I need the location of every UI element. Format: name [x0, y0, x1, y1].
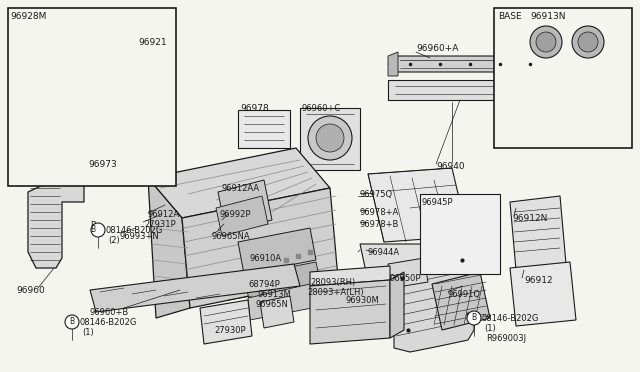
Text: 27931P: 27931P	[144, 220, 175, 229]
Text: 96913M: 96913M	[258, 290, 292, 299]
Text: 96912AA: 96912AA	[222, 184, 260, 193]
Polygon shape	[388, 258, 428, 288]
Polygon shape	[90, 264, 300, 312]
Polygon shape	[16, 48, 24, 148]
Polygon shape	[508, 118, 560, 132]
Text: B: B	[90, 221, 96, 230]
Polygon shape	[80, 20, 168, 62]
Text: 96978+A: 96978+A	[360, 208, 399, 217]
Polygon shape	[310, 280, 390, 344]
Bar	[420, 194, 500, 274]
Text: 68794P: 68794P	[248, 280, 280, 289]
Polygon shape	[200, 300, 252, 344]
Polygon shape	[90, 26, 160, 56]
Text: 08146-B202G: 08146-B202G	[80, 318, 138, 327]
Polygon shape	[368, 168, 468, 242]
Polygon shape	[504, 20, 620, 60]
Polygon shape	[360, 244, 466, 272]
Bar	[8, 8, 176, 186]
Polygon shape	[504, 60, 620, 132]
Text: 96950P: 96950P	[390, 274, 422, 283]
Text: 08146-B202G: 08146-B202G	[106, 226, 163, 235]
Text: B: B	[69, 317, 75, 327]
Polygon shape	[390, 272, 404, 338]
Polygon shape	[182, 188, 338, 308]
Text: B: B	[90, 225, 95, 234]
Text: 96965N: 96965N	[256, 300, 289, 309]
Text: 96910A: 96910A	[250, 254, 282, 263]
Polygon shape	[16, 20, 88, 86]
Polygon shape	[428, 202, 492, 268]
Text: 96978: 96978	[240, 104, 269, 113]
Polygon shape	[28, 178, 84, 268]
Circle shape	[308, 116, 352, 160]
Polygon shape	[388, 80, 556, 100]
Polygon shape	[248, 284, 312, 320]
Text: 08146-B202G: 08146-B202G	[482, 314, 540, 323]
Polygon shape	[432, 272, 490, 330]
Circle shape	[572, 26, 604, 58]
Circle shape	[578, 32, 598, 52]
Text: B: B	[472, 314, 477, 323]
Polygon shape	[218, 180, 272, 232]
Text: 96973: 96973	[88, 160, 116, 169]
Text: 96912A: 96912A	[148, 210, 180, 219]
Polygon shape	[216, 196, 268, 236]
Text: 96944A: 96944A	[368, 248, 400, 257]
Text: 27930P: 27930P	[214, 326, 246, 335]
Text: 96960+B: 96960+B	[90, 308, 129, 317]
Bar	[494, 8, 632, 148]
Text: (2): (2)	[108, 236, 120, 245]
Polygon shape	[148, 178, 190, 318]
Text: 96978+B: 96978+B	[360, 220, 399, 229]
Text: (1): (1)	[484, 324, 496, 333]
Text: BASE: BASE	[498, 12, 522, 21]
Circle shape	[65, 315, 79, 329]
Text: 96928M: 96928M	[10, 12, 46, 21]
Text: 96993+N: 96993+N	[120, 232, 160, 241]
Text: (1): (1)	[82, 328, 93, 337]
Polygon shape	[238, 228, 316, 274]
Polygon shape	[238, 110, 290, 148]
Circle shape	[536, 32, 556, 52]
Text: 96991Q: 96991Q	[448, 290, 481, 299]
Polygon shape	[244, 262, 322, 304]
Polygon shape	[510, 262, 576, 326]
Text: 96992P: 96992P	[220, 210, 252, 219]
Circle shape	[530, 26, 562, 58]
Circle shape	[467, 311, 481, 325]
Polygon shape	[510, 196, 566, 270]
Polygon shape	[388, 52, 398, 76]
Polygon shape	[148, 148, 330, 218]
Polygon shape	[300, 108, 360, 170]
Polygon shape	[556, 52, 566, 76]
Circle shape	[91, 223, 105, 237]
Polygon shape	[30, 136, 140, 172]
Text: 96945P: 96945P	[422, 198, 454, 207]
Text: 96912N: 96912N	[512, 214, 547, 223]
Text: 96940: 96940	[436, 162, 465, 171]
Text: 96960+C: 96960+C	[302, 104, 341, 113]
Circle shape	[316, 124, 344, 152]
Text: 96975Q: 96975Q	[360, 190, 393, 199]
Polygon shape	[512, 26, 612, 56]
Polygon shape	[10, 52, 20, 82]
Text: 28093(RH): 28093(RH)	[310, 278, 355, 287]
Polygon shape	[394, 250, 474, 352]
Text: 96960: 96960	[16, 286, 45, 295]
Text: 96930M: 96930M	[346, 296, 380, 305]
Polygon shape	[388, 56, 566, 72]
Text: 28093+A(LH): 28093+A(LH)	[307, 288, 364, 297]
Text: 96965NA: 96965NA	[212, 232, 251, 241]
Text: 96913N: 96913N	[530, 12, 566, 21]
Polygon shape	[24, 58, 88, 148]
Polygon shape	[310, 266, 390, 286]
Text: 96921: 96921	[138, 38, 166, 47]
Text: R969003J: R969003J	[486, 334, 526, 343]
Polygon shape	[260, 296, 294, 328]
Text: 96960+A: 96960+A	[416, 44, 458, 53]
Text: 96912: 96912	[524, 276, 552, 285]
Polygon shape	[568, 118, 616, 132]
